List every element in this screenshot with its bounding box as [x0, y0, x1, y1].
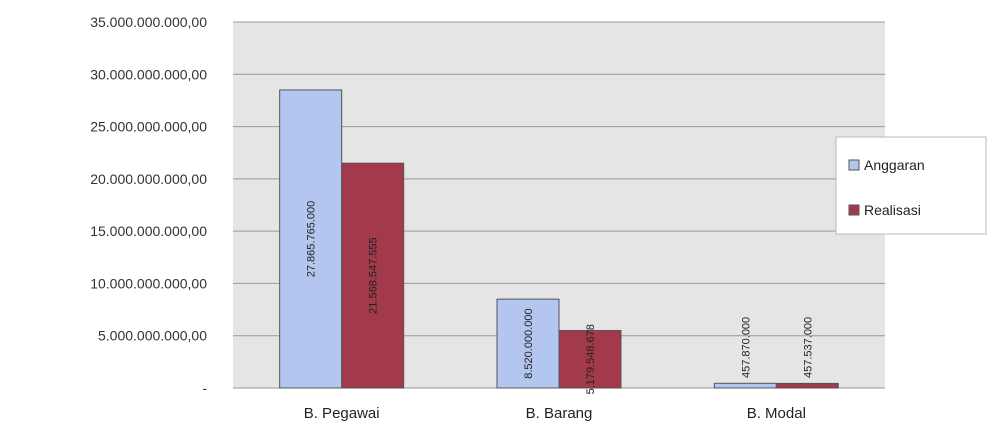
y-tick-label: 20.000.000.000,00 [90, 171, 207, 187]
x-category-label: B. Barang [526, 405, 593, 422]
bar-realisasi [558, 329, 622, 389]
y-tick-label: 30.000.000.000,00 [90, 66, 207, 82]
data-label: 457.870.000 [740, 317, 752, 378]
x-category-label: B. Pegawai [304, 405, 380, 422]
bars: 27.865.765.000 21.568.547.555 8.520.000.00… [279, 89, 839, 394]
data-label: 27.865.765.000 [306, 201, 318, 277]
bar-anggaran [496, 298, 560, 389]
bar-realisasi [775, 382, 839, 389]
legend-label-anggaran: Anggaran [864, 157, 925, 173]
y-tick-label: - [202, 380, 207, 396]
data-label: 5.179.548.678 [585, 324, 597, 394]
legend-box [835, 136, 987, 235]
x-category-label: B. Modal [747, 405, 806, 422]
legend-swatch-realisasi [848, 204, 860, 216]
bar-anggaran [279, 89, 343, 389]
bar-anggaran [713, 382, 777, 389]
legend-swatch-anggaran [848, 159, 860, 171]
y-tick-label: 15.000.000.000,00 [90, 223, 207, 239]
y-tick-label: 5.000.000.000,00 [98, 328, 207, 344]
legend-label-realisasi: Realisasi [864, 202, 921, 218]
data-label: 8.520.000.000 [523, 308, 535, 378]
y-axis-ticks: - 5.000.000.000,00 10.000.000.000,00 15.000… [90, 14, 207, 396]
y-tick-label: 35.000.000.000,00 [90, 14, 207, 30]
bar-realisasi [341, 162, 405, 389]
legend: Anggaran Realisasi [835, 136, 987, 235]
y-tick-label: 10.000.000.000,00 [90, 275, 207, 291]
data-label: 21.568.547.555 [368, 237, 380, 313]
data-label: 457.537.000 [802, 317, 814, 378]
x-axis-categories: B. Pegawai B. Barang B. Modal [304, 405, 806, 422]
y-tick-label: 25.000.000.000,00 [90, 119, 207, 135]
